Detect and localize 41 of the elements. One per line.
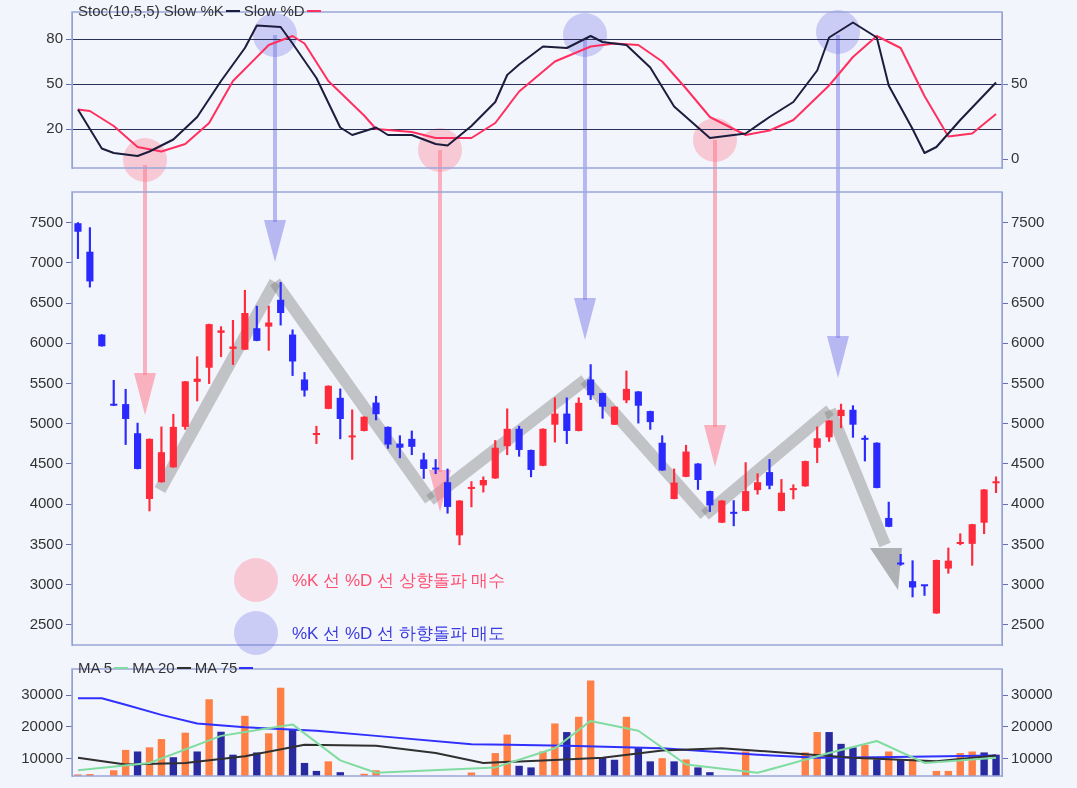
y2-tick-label: 30000 bbox=[1011, 685, 1053, 703]
y-tick-label: 4000 bbox=[29, 494, 63, 512]
y2-tick-label: 0 bbox=[1011, 149, 1020, 167]
y-tick-label: 4500 bbox=[29, 454, 63, 472]
legend-label: MA 75 bbox=[194, 659, 238, 676]
y-tick-label: 3000 bbox=[29, 574, 63, 592]
y2-tick-label: 10000 bbox=[1011, 748, 1053, 766]
annotation: %K 선 %D 선 하향돌파 매도 bbox=[292, 622, 506, 645]
legend-label: Slow %D bbox=[243, 2, 305, 19]
y2-tick-label: 3000 bbox=[1011, 574, 1045, 592]
y-tick-label: 20000 bbox=[21, 717, 63, 735]
y-tick-label: 5000 bbox=[29, 413, 63, 431]
y2-tick-label: 4500 bbox=[1011, 454, 1045, 472]
y2-tick-label: 5500 bbox=[1011, 373, 1045, 391]
y-tick-label: 5500 bbox=[29, 373, 63, 391]
chart-title: Stoc(10,5,5) bbox=[78, 2, 160, 19]
y-tick-label: 20 bbox=[46, 119, 63, 137]
y2-tick-label: 6500 bbox=[1011, 293, 1045, 311]
y-tick-label: 7500 bbox=[29, 212, 63, 230]
y2-tick-label: 20000 bbox=[1011, 717, 1053, 735]
legend-label: MA 5 bbox=[78, 659, 113, 676]
y-tick-label: 50 bbox=[46, 74, 63, 92]
y2-tick-label: 7500 bbox=[1011, 212, 1045, 230]
y2-tick-label: 7000 bbox=[1011, 252, 1045, 270]
y-tick-label: 6500 bbox=[29, 293, 63, 311]
y2-tick-label: 4000 bbox=[1011, 494, 1045, 512]
y2-tick-label: 6000 bbox=[1011, 333, 1045, 351]
y-tick-label: 3500 bbox=[29, 534, 63, 552]
y-tick-label: 6000 bbox=[29, 333, 63, 351]
y2-tick-label: 2500 bbox=[1011, 615, 1045, 633]
y-tick-label: 10000 bbox=[21, 748, 63, 766]
y2-tick-label: 50 bbox=[1011, 74, 1028, 92]
annotation: %K 선 %D 선 상향돌파 매수 bbox=[292, 569, 506, 592]
legend-label: Slow %K bbox=[163, 2, 224, 19]
y2-tick-label: 3500 bbox=[1011, 534, 1045, 552]
legend-label: MA 20 bbox=[132, 659, 175, 676]
y-tick-label: 2500 bbox=[29, 615, 63, 633]
y-tick-label: 7000 bbox=[29, 252, 63, 270]
y-tick-label: 80 bbox=[46, 29, 63, 47]
y-tick-label: 30000 bbox=[21, 685, 63, 703]
y2-tick-label: 5000 bbox=[1011, 413, 1045, 431]
